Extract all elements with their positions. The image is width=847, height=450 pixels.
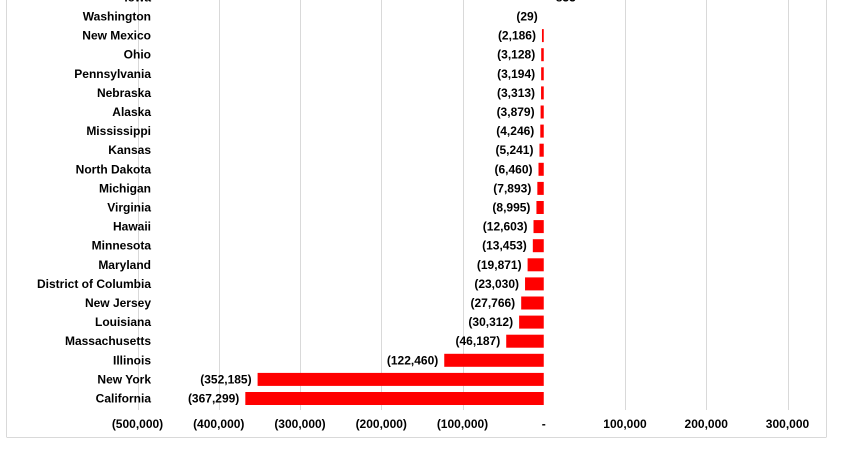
data-label: (4,246) [496,124,534,138]
category-label: Ohio [124,48,151,62]
category-label: Kansas [108,143,151,157]
bar [536,201,544,214]
category-label: Iowa [124,0,151,4]
category-label: New York [97,372,151,386]
bar [519,315,544,329]
bar [245,392,544,405]
bar [532,239,544,253]
data-label: (29) [516,10,537,24]
data-label: (30,312) [468,315,513,329]
bar [541,86,544,100]
data-label: (2,186) [498,29,536,43]
data-label: (6,460) [494,162,532,176]
bar [525,277,544,291]
data-label: (13,453) [482,239,527,253]
data-label: (19,871) [477,258,522,272]
data-label: (27,766) [470,296,515,310]
category-label: Nebraska [97,86,151,100]
bar [540,124,544,138]
bar [521,296,544,310]
data-label: (3,128) [497,48,535,62]
category-label: Washington [83,10,151,24]
bar [506,334,544,348]
bar [537,181,544,195]
bar [541,67,544,81]
bar [538,162,544,176]
bars [245,29,544,405]
data-label: (23,030) [474,277,519,291]
x-tick-label: 300,000 [766,417,810,431]
category-label: Alaska [112,105,151,119]
data-label: (3,313) [497,86,535,100]
bar [533,220,544,234]
data-label: (3,194) [497,67,535,81]
x-tick-label: (300,000) [274,417,325,431]
category-label: Michigan [99,181,151,195]
x-tick-label: (400,000) [193,417,244,431]
bar [541,29,544,43]
category-label: Mississippi [86,124,151,138]
x-tick-label: 100,000 [603,417,647,431]
data-label: 833 [556,0,576,4]
bar [257,372,544,386]
category-label: Louisiana [95,315,151,329]
data-label: (122,460) [387,353,438,367]
data-label: (8,995) [492,201,530,215]
data-label: (46,187) [456,334,501,348]
x-tick-label: - [542,417,546,431]
labels: (500,000) (400,000) (300,000) (200,000) (100… [37,0,810,431]
category-label: North Dakota [76,162,152,176]
category-label: Hawaii [113,220,151,234]
category-label: District of Columbia [37,277,151,291]
category-label: New Mexico [82,29,151,43]
data-label: (12,603) [483,220,528,234]
data-label: (367,299) [188,392,239,406]
category-label: Minnesota [92,239,152,253]
bar [540,105,544,119]
bar [444,353,544,367]
category-label: California [96,392,152,406]
bar [527,258,544,272]
x-tick-label: (200,000) [356,417,407,431]
category-label: Maryland [98,258,151,272]
data-label: (352,185) [200,372,251,386]
data-label: (3,879) [497,105,535,119]
category-label: Massachusetts [65,334,151,348]
category-label: Virginia [107,201,151,215]
category-label: New Jersey [85,296,151,310]
bar [539,143,544,157]
data-label: (7,893) [493,181,531,195]
x-tick-label: (100,000) [437,417,488,431]
bar [541,48,544,62]
gridlines [138,0,789,410]
x-tick-label: (500,000) [112,417,163,431]
category-label: Pennsylvania [74,67,151,81]
x-tick-label: 200,000 [685,417,729,431]
category-label: Illinois [113,353,151,367]
data-label: (5,241) [495,143,533,157]
